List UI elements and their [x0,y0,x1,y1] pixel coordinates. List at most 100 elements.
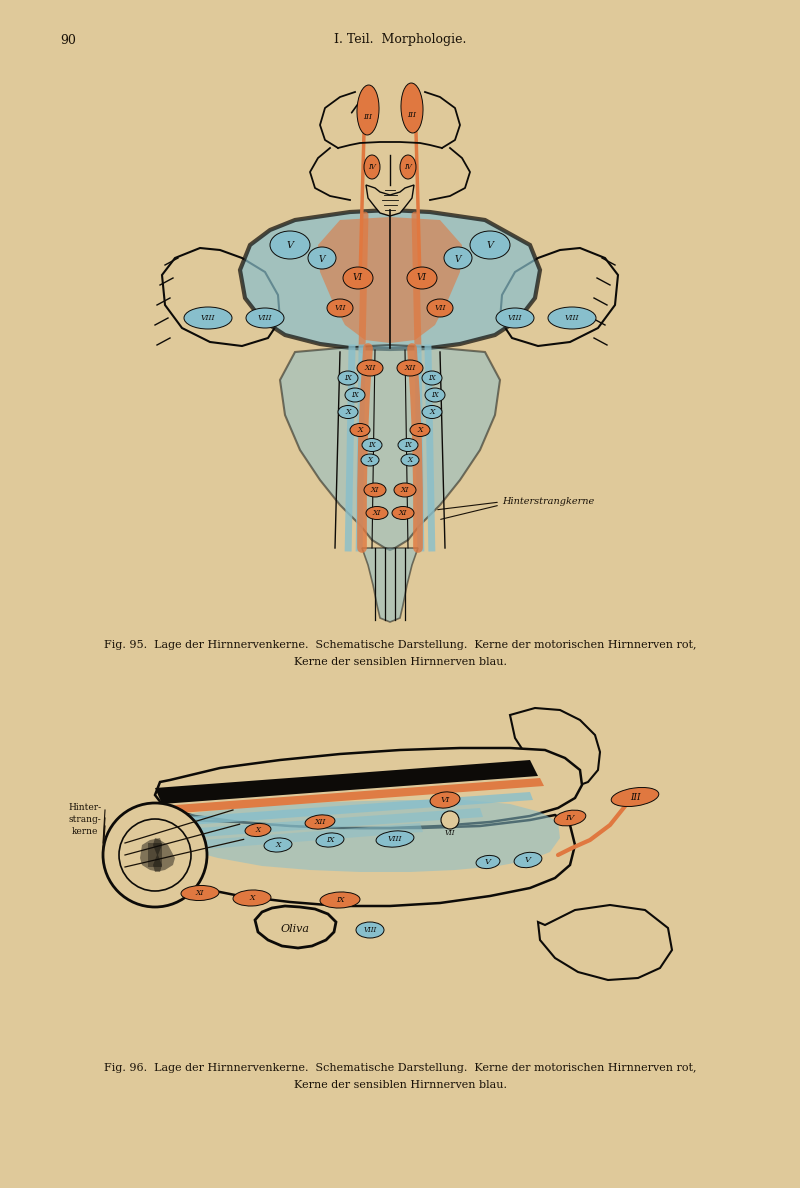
Ellipse shape [361,454,379,466]
Text: III: III [407,110,417,119]
Ellipse shape [376,830,414,847]
Ellipse shape [305,815,335,829]
Polygon shape [280,345,500,550]
Text: IX: IX [344,374,352,383]
Text: Fig. 95.  Lage der Hirnnervenkerne.  Schematische Darstellung.  Kerne der motori: Fig. 95. Lage der Hirnnervenkerne. Schem… [104,640,696,650]
Ellipse shape [427,299,453,317]
Circle shape [103,803,207,906]
Ellipse shape [554,810,586,826]
Text: III: III [630,792,640,802]
Ellipse shape [401,454,419,466]
Text: X: X [430,407,434,416]
Text: VIII: VIII [201,314,215,322]
Text: IX: IX [431,391,439,399]
Ellipse shape [401,83,423,133]
Polygon shape [500,248,618,346]
Ellipse shape [364,154,380,179]
Text: X: X [250,895,254,902]
Text: X: X [275,841,281,849]
Ellipse shape [410,423,430,436]
Ellipse shape [245,823,271,836]
Text: XI: XI [373,508,381,517]
Text: Oliva: Oliva [281,924,310,934]
Polygon shape [255,906,336,948]
Polygon shape [240,210,540,349]
Text: XII: XII [314,819,326,826]
Ellipse shape [357,360,383,375]
Polygon shape [510,708,600,788]
Ellipse shape [444,247,472,268]
Text: V: V [286,240,294,249]
Text: X: X [407,456,413,465]
Text: III: III [363,113,373,121]
Text: X: X [346,407,350,416]
Ellipse shape [425,388,445,402]
Polygon shape [366,185,414,216]
Text: XI: XI [399,508,407,517]
Text: XI: XI [401,486,409,494]
Polygon shape [142,808,483,841]
Ellipse shape [476,855,500,868]
Polygon shape [155,748,582,828]
Ellipse shape [548,307,596,329]
Ellipse shape [611,788,658,807]
Polygon shape [155,760,538,804]
Ellipse shape [357,86,379,135]
Text: VII: VII [434,304,446,312]
Text: XI: XI [196,889,204,897]
Text: XII: XII [364,364,376,372]
Ellipse shape [264,838,292,852]
Polygon shape [148,855,162,867]
Ellipse shape [343,267,373,289]
Polygon shape [362,548,418,623]
Ellipse shape [514,852,542,867]
Ellipse shape [398,438,418,451]
Ellipse shape [308,247,336,268]
Text: V: V [485,858,491,866]
Text: IX: IX [336,896,344,904]
Polygon shape [318,217,462,343]
Text: X: X [255,826,261,834]
Text: VIII: VIII [565,314,579,322]
Ellipse shape [270,230,310,259]
Text: VIII: VIII [363,925,377,934]
Ellipse shape [407,267,437,289]
Text: X: X [367,456,373,465]
Text: strang-: strang- [69,815,102,824]
Ellipse shape [233,890,271,906]
Text: V: V [318,255,326,265]
Polygon shape [140,838,162,872]
Polygon shape [538,905,672,980]
Ellipse shape [394,484,416,497]
Text: V: V [486,240,494,249]
Text: X: X [418,426,422,434]
Ellipse shape [181,885,219,901]
Text: IX: IX [326,836,334,843]
Text: I. Teil.  Morphologie.: I. Teil. Morphologie. [334,33,466,46]
Text: 90: 90 [60,33,76,46]
Text: IX: IX [351,391,359,399]
Polygon shape [140,823,423,854]
Ellipse shape [422,405,442,418]
Text: IX: IX [368,441,376,449]
Ellipse shape [350,423,370,436]
Ellipse shape [338,405,358,418]
Text: Kerne der sensiblen Hirnnerven blau.: Kerne der sensiblen Hirnnerven blau. [294,657,506,666]
Text: VII: VII [445,829,455,838]
Text: VIII: VIII [388,835,402,843]
Text: VI: VI [440,796,450,804]
Polygon shape [162,248,280,346]
Text: VIII: VIII [258,314,272,322]
Text: Hinterstrangkerne: Hinterstrangkerne [502,498,594,506]
Text: VIII: VIII [508,314,522,322]
Text: VI: VI [353,273,363,283]
Ellipse shape [316,833,344,847]
Ellipse shape [441,811,459,829]
Text: Kerne der sensiblen Hirnnerven blau.: Kerne der sensiblen Hirnnerven blau. [294,1080,506,1091]
Text: Hinter-: Hinter- [69,803,102,813]
Circle shape [119,819,191,891]
Text: IV: IV [368,163,376,171]
Ellipse shape [320,892,360,908]
Text: Fig. 96.  Lage der Hirnnervenkerne.  Schematische Darstellung.  Kerne der motori: Fig. 96. Lage der Hirnnervenkerne. Schem… [104,1063,696,1073]
Polygon shape [162,778,544,814]
